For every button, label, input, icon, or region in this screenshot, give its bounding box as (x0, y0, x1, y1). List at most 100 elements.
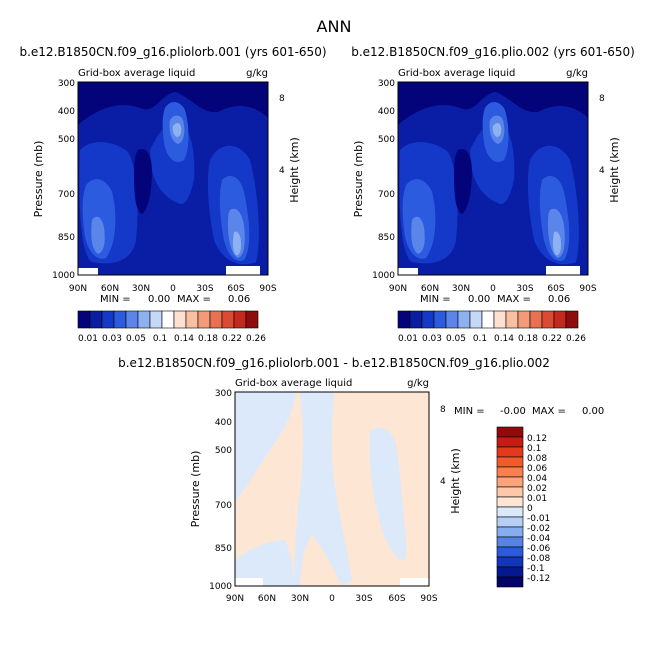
colorbar-swatch (209, 310, 223, 329)
colorbar-swatch (496, 476, 524, 488)
stat-min-label: MIN = (454, 406, 485, 417)
colorbar-label: 0.18 (198, 334, 218, 344)
y-axis-label: Pressure (mb) (189, 451, 202, 528)
panel-1-frame (77, 81, 269, 276)
y-tick-label: 850 (378, 233, 395, 243)
panel-3-colorbar (496, 426, 524, 588)
colorbar-swatch (496, 556, 524, 568)
y-right-axis-label: Height (km) (449, 448, 462, 514)
colorbar-label: 0.26 (246, 334, 266, 344)
colorbar-label: 0.03 (102, 334, 122, 344)
colorbar-swatch (149, 310, 163, 329)
colorbar-label: 0.06 (527, 464, 547, 474)
y-tick-label: 700 (378, 190, 395, 200)
colorbar-swatch (553, 310, 567, 329)
y-tick-label: 700 (58, 190, 75, 200)
colorbar-swatch (197, 310, 211, 329)
colorbar-swatch (541, 310, 555, 329)
y-tick-label: 400 (378, 107, 395, 117)
colorbar-label: 0.05 (126, 334, 146, 344)
colorbar-swatch (496, 486, 524, 498)
colorbar-swatch (245, 310, 259, 329)
x-tick-label: 0 (490, 284, 496, 294)
colorbar-label: 0.08 (527, 454, 547, 464)
x-tick-label: 90N (69, 284, 87, 294)
colorbar-swatch (496, 516, 524, 528)
panel-2-frame (397, 81, 589, 276)
colorbar-swatch (496, 526, 524, 538)
colorbar-label: 0.18 (518, 334, 538, 344)
panel-2-colorbar-labels: 0.01 0.03 0.05 0.1 0.14 0.18 0.22 0.26 (398, 334, 586, 344)
y-tick-label: 500 (378, 135, 395, 145)
colorbar-swatch (529, 310, 543, 329)
colorbar-label: 0.04 (527, 474, 547, 484)
y-axis-label: Pressure (mb) (32, 141, 45, 218)
contour-band (235, 540, 294, 586)
colorbar-label: 0.05 (446, 334, 466, 344)
colorbar-label: 0.12 (527, 434, 547, 444)
panel-2-contours (398, 82, 588, 275)
x-tick-label: 30S (196, 284, 213, 294)
y-right-tick-label: 8 (599, 94, 605, 104)
colorbar-label: 0.1 (473, 334, 487, 344)
colorbar-label: 0.01 (527, 494, 547, 504)
colorbar-swatch (89, 310, 103, 329)
colorbar-swatch (496, 566, 524, 578)
colorbar-label: -0.12 (527, 574, 550, 584)
colorbar-swatch (496, 576, 524, 588)
y-tick-label: 300 (215, 389, 232, 399)
panel-3-frame (234, 391, 430, 587)
colorbar-label: -0.08 (527, 554, 551, 564)
colorbar-swatch (397, 310, 411, 329)
contour-band (172, 123, 182, 137)
colorbar-swatch (496, 506, 524, 518)
stat-min-label: MIN = (420, 294, 451, 305)
stat-min-value: -0.00 (500, 406, 526, 417)
colorbar-label: 0.1 (527, 444, 541, 454)
x-tick-label: 0 (329, 594, 335, 604)
contour-band (492, 123, 502, 137)
x-tick-label: 30S (516, 284, 533, 294)
colorbar-label: 0.26 (566, 334, 586, 344)
colorbar-swatch (493, 310, 507, 329)
contour-band (235, 392, 296, 500)
x-tick-label: 30S (355, 594, 372, 604)
stat-max-value: 0.06 (228, 294, 250, 305)
x-tick-label: 90S (579, 284, 596, 294)
colorbar-label: -0.02 (527, 524, 550, 534)
colorbar-swatch (517, 310, 531, 329)
colorbar-swatch (101, 310, 115, 329)
colorbar-swatch (185, 310, 199, 329)
x-tick-label: 90S (420, 594, 437, 604)
y-tick-label: 500 (58, 135, 75, 145)
panel-1-colorbar (77, 310, 259, 329)
stat-max-label: MAX = (532, 406, 566, 417)
x-tick-label: 60S (547, 284, 564, 294)
panel-1-variable: Grid-box average liquid (78, 68, 195, 79)
contour-band (91, 216, 105, 254)
panel-2-title: b.e12.B1850CN.f09_g16.plio.002 (yrs 601-… (351, 45, 635, 59)
y-right-tick-label: 8 (440, 405, 446, 415)
colorbar-label: 0.14 (494, 334, 514, 344)
x-tick-label: 60S (227, 284, 244, 294)
colorbar-swatch (173, 310, 187, 329)
colorbar-swatch (481, 310, 495, 329)
y-axis-label: Pressure (mb) (352, 141, 365, 218)
missing-data (400, 578, 429, 586)
colorbar-swatch (77, 310, 91, 329)
panel-1-units: g/kg (246, 68, 268, 79)
stat-max-value: 0.00 (582, 406, 604, 417)
colorbar-swatch (409, 310, 423, 329)
x-tick-label: 30N (291, 594, 309, 604)
y-tick-label: 850 (215, 544, 232, 554)
contour-band (134, 148, 152, 214)
colorbar-label: -0.06 (527, 544, 551, 554)
panel-1-title: b.e12.B1850CN.f09_g16.pliolorb.001 (yrs … (19, 45, 326, 59)
colorbar-swatch (496, 436, 524, 448)
colorbar-label: 0 (527, 504, 533, 514)
panel-1: b.e12.B1850CN.f09_g16.pliolorb.001 (yrs … (19, 45, 326, 344)
x-tick-label: 30N (132, 284, 150, 294)
colorbar-swatch (469, 310, 483, 329)
panel-2: b.e12.B1850CN.f09_g16.plio.002 (yrs 601-… (351, 45, 635, 344)
